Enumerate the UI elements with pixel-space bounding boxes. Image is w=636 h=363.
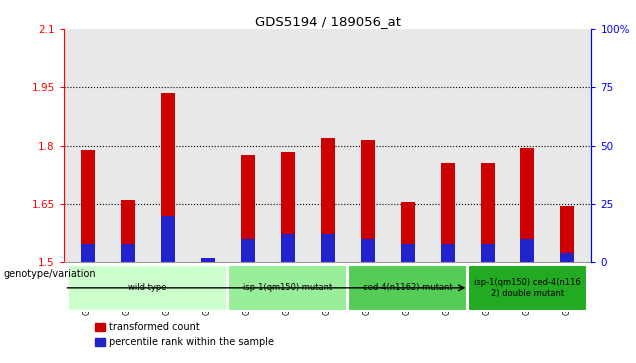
Bar [441,163,455,262]
Bar [349,265,467,311]
Bar [81,150,95,262]
Text: wild type: wild type [128,284,167,292]
Bar [200,258,214,262]
Bar [560,253,574,262]
Bar [200,261,214,262]
Text: genotype/variation: genotype/variation [3,269,96,279]
Bar [361,239,375,262]
Bar [481,244,495,262]
Bar [520,148,534,262]
Text: ced-4(n1162) mutant: ced-4(n1162) mutant [363,284,452,292]
Bar [240,239,254,262]
Bar [520,239,534,262]
Bar [228,265,347,311]
Bar [321,138,335,262]
Bar [401,244,415,262]
Bar [121,244,135,262]
Text: isp-1(qm150) ced-4(n116
2) double mutant: isp-1(qm150) ced-4(n116 2) double mutant [474,278,581,298]
Bar [481,163,495,262]
Text: isp-1(qm150) mutant: isp-1(qm150) mutant [243,284,332,292]
Bar [441,244,455,262]
Bar [160,93,174,262]
Title: GDS5194 / 189056_at: GDS5194 / 189056_at [254,15,401,28]
Legend: transformed count, percentile rank within the sample: transformed count, percentile rank withi… [95,322,275,347]
Bar [69,265,227,311]
Bar [560,206,574,262]
Bar [401,202,415,262]
Bar [240,155,254,262]
Bar [280,152,294,262]
Bar [121,200,135,262]
Bar [280,234,294,262]
Bar [321,234,335,262]
Bar [160,216,174,262]
Bar [81,244,95,262]
Bar [361,140,375,262]
Bar [468,265,586,311]
